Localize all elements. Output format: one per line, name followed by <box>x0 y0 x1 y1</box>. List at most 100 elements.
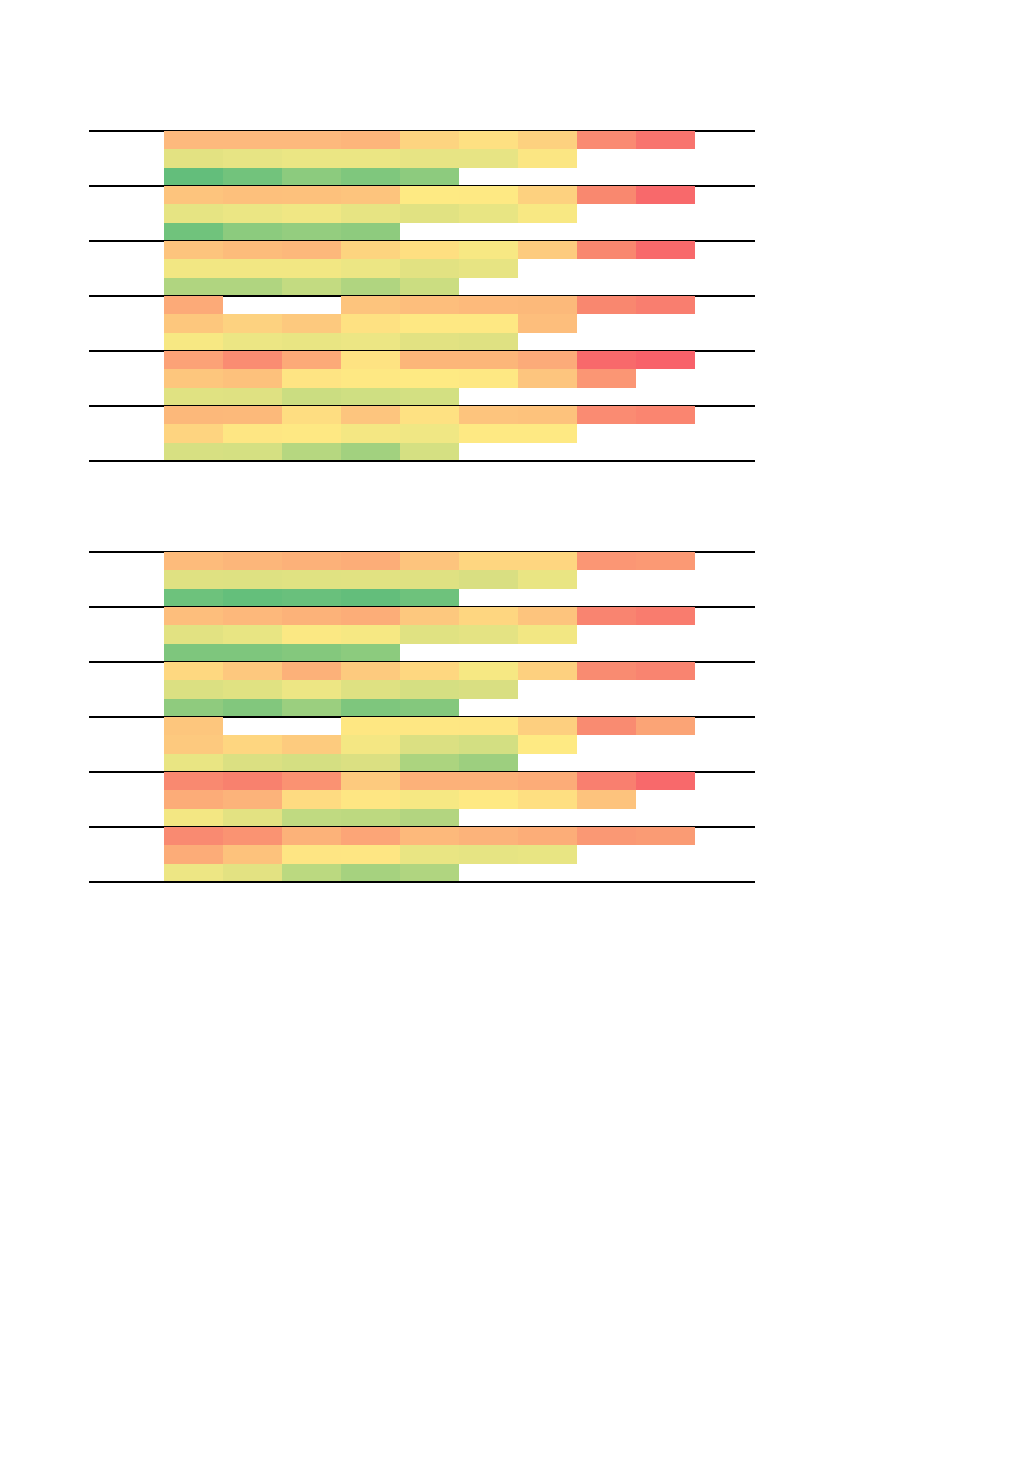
heatmap-cell <box>341 259 400 278</box>
heatmap-cell <box>223 131 282 150</box>
heatmap-cell <box>223 827 282 846</box>
heatmap-cell <box>459 607 518 626</box>
heatmap-cell <box>636 827 695 846</box>
heatmap-cell <box>223 643 282 662</box>
heatmap-cell <box>223 552 282 571</box>
heatmap-cell <box>518 241 577 260</box>
heatmap-cell <box>341 186 400 205</box>
heatmap-cell <box>341 827 400 846</box>
heatmap-cell <box>577 552 636 571</box>
heatmap-cell <box>400 772 459 791</box>
table-bottom-rule <box>89 460 755 462</box>
heatmap-cell <box>459 680 518 699</box>
heatmap-cell <box>341 570 400 589</box>
heatmap-cell <box>282 351 341 370</box>
heatmap-cell <box>518 424 577 443</box>
heatmap-cell <box>282 772 341 791</box>
heatmap-cell <box>223 186 282 205</box>
heatmap-cell <box>164 424 223 443</box>
heatmap-cell <box>459 845 518 864</box>
heatmap-cell <box>282 277 341 296</box>
heatmap-cell <box>400 277 459 296</box>
heatmap-cell <box>282 186 341 205</box>
heatmap-cell <box>223 277 282 296</box>
block-divider <box>89 826 755 828</box>
heatmap-cell <box>223 588 282 607</box>
heatmap-cell <box>518 790 577 809</box>
heatmap-cell <box>282 442 341 461</box>
heatmap-cell <box>636 772 695 791</box>
heatmap-cell <box>400 717 459 736</box>
heatmap-cell <box>518 772 577 791</box>
heatmap-cell <box>400 735 459 754</box>
heatmap-cell <box>518 552 577 571</box>
heatmap-cell <box>282 387 341 406</box>
heatmap-cell <box>400 790 459 809</box>
heatmap-table-2 <box>89 551 755 883</box>
heatmap-cell <box>577 827 636 846</box>
block-divider <box>89 350 755 352</box>
heatmap-cell <box>400 570 459 589</box>
heatmap-cell <box>577 662 636 681</box>
heatmap-cell <box>282 790 341 809</box>
heatmap-cell <box>282 808 341 827</box>
heatmap-cell <box>223 314 282 333</box>
heatmap-cell <box>400 808 459 827</box>
heatmap-cell <box>459 406 518 425</box>
heatmap-cell <box>636 351 695 370</box>
heatmap-cell <box>400 351 459 370</box>
heatmap-cell <box>223 753 282 772</box>
heatmap-cell <box>341 277 400 296</box>
heatmap-cell <box>400 625 459 644</box>
heatmap-cell <box>518 845 577 864</box>
heatmap-cell <box>164 625 223 644</box>
heatmap-cell <box>636 241 695 260</box>
heatmap-cell <box>164 570 223 589</box>
heatmap-cell <box>577 406 636 425</box>
heatmap-cell <box>164 442 223 461</box>
heatmap-cell <box>400 149 459 168</box>
heatmap-cell <box>518 662 577 681</box>
heatmap-cell <box>223 790 282 809</box>
heatmap-cell <box>400 552 459 571</box>
heatmap-cell <box>164 204 223 223</box>
heatmap-cell <box>223 735 282 754</box>
heatmap-cell <box>223 698 282 717</box>
heatmap-cell <box>341 296 400 315</box>
heatmap-cell <box>459 735 518 754</box>
heatmap-cell <box>164 863 223 882</box>
heatmap-cell <box>282 149 341 168</box>
heatmap-cell <box>282 314 341 333</box>
heatmap-cell <box>459 552 518 571</box>
heatmap-cell <box>341 790 400 809</box>
heatmap-cell <box>164 332 223 351</box>
heatmap-cell <box>282 607 341 626</box>
heatmap-cell <box>577 296 636 315</box>
heatmap-cell <box>459 186 518 205</box>
block-divider <box>89 661 755 663</box>
heatmap-cell <box>400 698 459 717</box>
heatmap-cell <box>223 387 282 406</box>
heatmap-cell <box>400 442 459 461</box>
heatmap-cell <box>223 424 282 443</box>
heatmap-cell <box>459 570 518 589</box>
heatmap-cell <box>459 204 518 223</box>
heatmap-cell <box>223 625 282 644</box>
heatmap-cell <box>223 222 282 241</box>
heatmap-cell <box>223 241 282 260</box>
heatmap-cell <box>636 296 695 315</box>
heatmap-cell <box>223 259 282 278</box>
heatmap-cell <box>282 735 341 754</box>
heatmap-cell <box>223 351 282 370</box>
heatmap-cell <box>518 570 577 589</box>
heatmap-cell <box>341 314 400 333</box>
heatmap-cell <box>223 204 282 223</box>
heatmap-cell <box>282 204 341 223</box>
heatmap-cell <box>164 167 223 186</box>
heatmap-cell <box>400 588 459 607</box>
heatmap-cell <box>223 607 282 626</box>
heatmap-cell <box>518 827 577 846</box>
heatmap-cell <box>164 351 223 370</box>
heatmap-cell <box>223 332 282 351</box>
heatmap-cell <box>282 552 341 571</box>
